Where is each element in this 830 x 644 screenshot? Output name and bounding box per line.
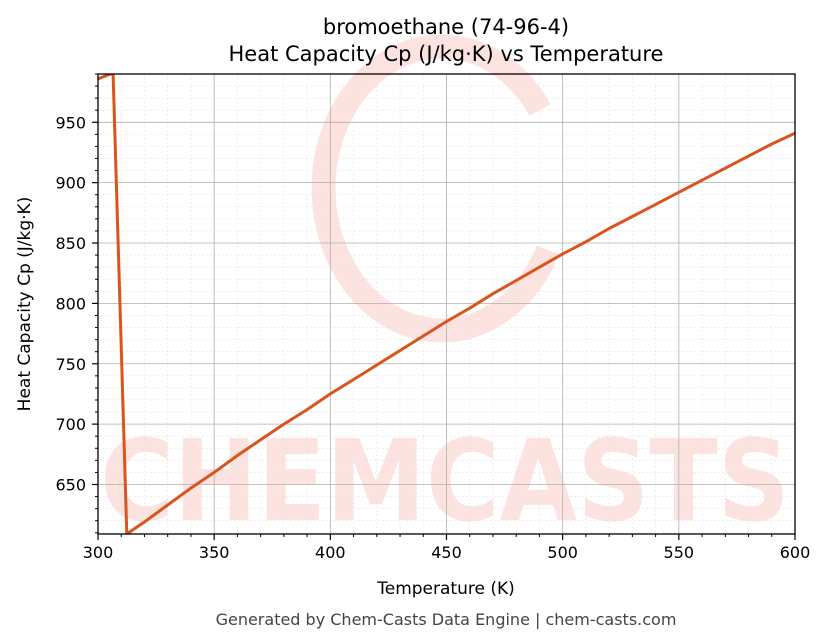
watermark-swirl-icon [311,34,560,343]
watermark-text: CHEMCASTS [100,417,790,547]
x-tick-label: 450 [431,543,462,562]
y-tick-label: 800 [55,294,86,313]
grid [97,73,796,534]
x-tick-label: 350 [199,543,230,562]
x-tick-label: 400 [315,543,346,562]
series-layer [98,74,795,534]
x-tick-label: 550 [664,543,695,562]
x-tick-label: 300 [83,543,114,562]
watermark-logo: CHEMCASTS [100,34,790,547]
chart-subtitle: Heat Capacity Cp (J/kg·K) vs Temperature [229,42,664,66]
axis-ticks: 300 350 400 450 500 550 600 650 700 750 800 850 900 9… [55,73,811,562]
x-axis-label: Temperature (K) [376,579,515,599]
y-tick-label: 700 [55,415,86,434]
x-tick-label: 600 [780,543,811,562]
footer-credit: Generated by Chem-Casts Data Engine | ch… [216,610,677,629]
series-line-1 [98,74,795,534]
y-tick-label: 750 [55,355,86,374]
y-tick-label: 850 [55,234,86,253]
y-axis-label: Heat Capacity Cp (J/kg·K) [15,197,35,412]
y-tick-label: 950 [55,113,86,132]
y-tick-label: 900 [55,174,86,193]
y-tick-label: 650 [55,475,86,494]
x-tick-label: 500 [547,543,578,562]
chart-title: bromoethane (74-96-4) [323,15,569,39]
